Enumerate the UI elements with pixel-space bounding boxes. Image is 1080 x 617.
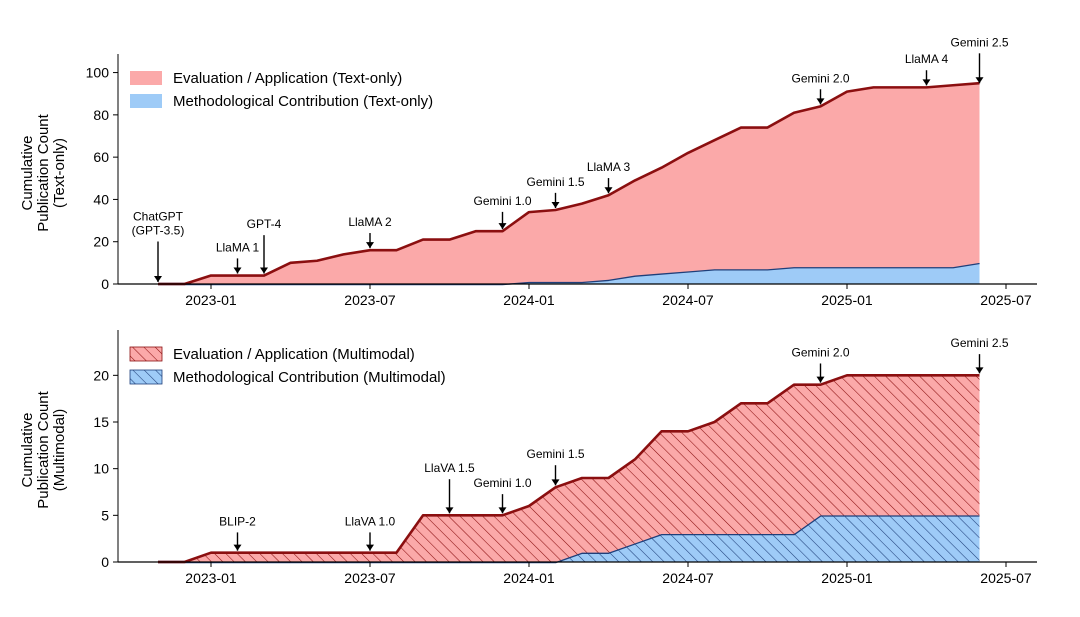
x-tick-label: 2024-01 <box>503 570 555 586</box>
annotation-label: LlaMA 3 <box>587 160 631 174</box>
y-tick-label: 10 <box>93 461 109 477</box>
annotation-label: LlaMA 2 <box>348 215 392 229</box>
annotation-label: ChatGPT (GPT-3.5) <box>132 209 185 237</box>
annotation-label: LlaMA 4 <box>905 52 949 66</box>
annotation-label: Gemini 2.0 <box>791 345 849 359</box>
y-tick-label: 0 <box>101 276 109 292</box>
x-tick-label: 2025-07 <box>980 570 1032 586</box>
legend-label: Methodological Contribution (Multimodal) <box>173 369 446 386</box>
x-tick-label: 2024-07 <box>662 292 714 308</box>
y-tick-label: 60 <box>93 149 109 165</box>
annotation-label: Gemini 1.0 <box>473 476 531 490</box>
y-tick-label: 80 <box>93 107 109 123</box>
annotation-label: LlaVA 1.5 <box>424 461 475 475</box>
y-tick-label: 20 <box>93 234 109 250</box>
series-line-evaluation <box>158 374 980 564</box>
annotation-label: Gemini 1.5 <box>526 447 584 461</box>
x-tick-label: 2023-01 <box>185 292 237 308</box>
x-tick-label: 2023-07 <box>344 292 396 308</box>
y-axis-label: CumulativePublication Count(Text-only) <box>19 113 68 231</box>
y-tick-label: 5 <box>101 507 109 523</box>
x-tick-label: 2023-07 <box>344 570 396 586</box>
annotation-label: GPT-4 <box>247 217 282 231</box>
annotation-label: Gemini 2.5 <box>950 35 1008 49</box>
x-tick-label: 2025-01 <box>821 292 873 308</box>
area-methodological <box>158 515 980 562</box>
annotation-label: Gemini 2.5 <box>950 336 1008 350</box>
x-tick-label: 2024-01 <box>503 292 555 308</box>
legend-label: Evaluation / Application (Multimodal) <box>173 346 415 363</box>
legend-label: Methodological Contribution (Text-only) <box>173 93 433 110</box>
series-line-evaluation <box>158 81 980 286</box>
legend-label: Evaluation / Application (Text-only) <box>173 70 402 87</box>
y-axis-label: CumulativePublication Count(Multimodal) <box>19 390 68 508</box>
area-evaluation <box>158 83 980 285</box>
legend-swatch <box>130 94 162 108</box>
annotation-label: Gemini 2.0 <box>791 71 849 85</box>
annotation-label: LlaVA 1.0 <box>345 514 396 528</box>
annotation-label: Gemini 1.5 <box>526 175 584 189</box>
area-methodological <box>158 262 980 284</box>
x-tick-label: 2023-01 <box>185 570 237 586</box>
x-tick-label: 2025-07 <box>980 292 1032 308</box>
y-tick-label: 15 <box>93 414 109 430</box>
y-tick-label: 100 <box>86 65 110 81</box>
legend-swatch <box>129 346 163 362</box>
y-tick-label: 0 <box>101 554 109 570</box>
annotation-label: LlaMA 1 <box>216 240 260 254</box>
legend-swatch <box>129 369 163 385</box>
x-tick-label: 2024-07 <box>662 570 714 586</box>
y-tick-label: 40 <box>93 191 109 207</box>
legend-swatch <box>130 71 162 85</box>
panel-2: 0 5 10 15 20 2023-01 2023-07 2024-01 2024-07 2025… <box>19 330 1037 586</box>
x-tick-label: 2025-01 <box>821 570 873 586</box>
y-tick-label: 20 <box>93 367 109 383</box>
annotation-label: Gemini 1.0 <box>473 194 531 208</box>
annotation-label: BLIP-2 <box>219 514 256 528</box>
panel-1: 0 20 40 60 80 100 2023-01 2023-07 2024-01 2024-07… <box>19 35 1037 308</box>
area-evaluation <box>158 375 980 562</box>
